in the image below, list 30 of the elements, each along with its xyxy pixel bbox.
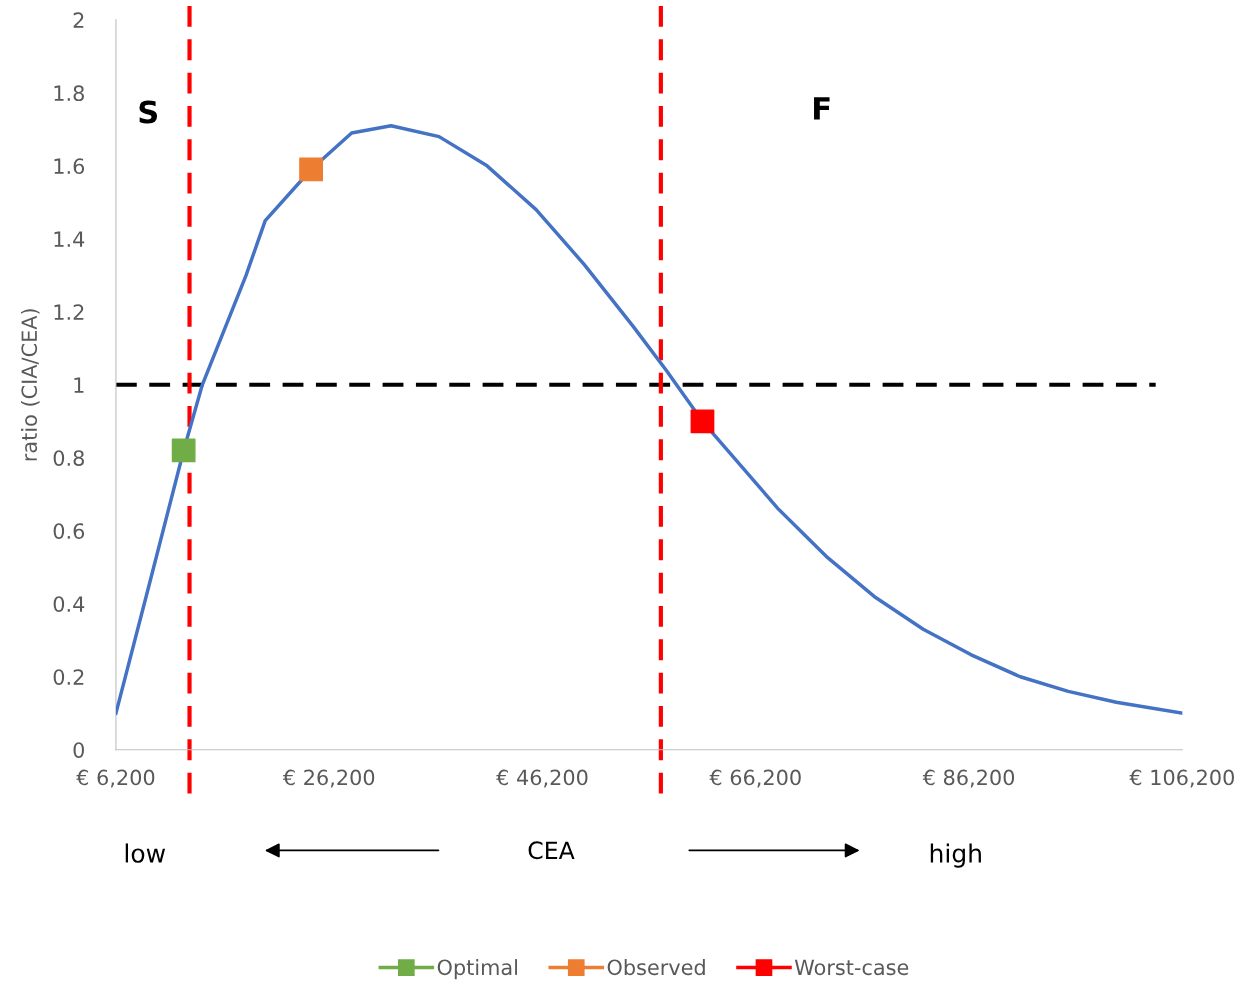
line-series bbox=[115, 123, 1183, 715]
x-axis-title: CEA bbox=[528, 841, 575, 860]
y-tick-label: 1.4 bbox=[54, 231, 85, 247]
annotation: S bbox=[139, 100, 158, 124]
x-tick-label: € 6,200 bbox=[76, 769, 155, 788]
text: low bbox=[125, 843, 166, 863]
text: high bbox=[930, 843, 981, 868]
x-tick-label: € 46,200 bbox=[496, 769, 588, 788]
point bbox=[171, 438, 196, 463]
y-tick-label: 1.2 bbox=[54, 304, 84, 320]
y-tick-label: 0.8 bbox=[53, 450, 84, 466]
legend-label: Worst-case bbox=[794, 959, 909, 976]
y-tick-label: 0.4 bbox=[53, 596, 85, 612]
y-axis-title: ratio (CIA/CEA) bbox=[20, 309, 40, 461]
x-tick-label: € 66,200 bbox=[709, 769, 801, 788]
y-tick-label: 1.6 bbox=[54, 158, 85, 175]
y-tick-label: 0.2 bbox=[53, 669, 84, 685]
legend-label: Optimal bbox=[437, 959, 518, 980]
annotation: F bbox=[814, 97, 830, 120]
y-tick-label: 0.6 bbox=[53, 523, 85, 539]
x-tick-label: € 106,200 bbox=[1129, 769, 1234, 788]
y-tick-label: 1.8 bbox=[54, 85, 84, 102]
y-tick-label: 2 bbox=[73, 12, 84, 28]
point bbox=[690, 409, 715, 434]
x-tick-label: € 86,200 bbox=[922, 769, 1015, 788]
legend-label: Observed bbox=[607, 959, 705, 976]
y-tick-label: 0 bbox=[73, 742, 84, 758]
point bbox=[299, 157, 323, 182]
x-tick-label: € 26,200 bbox=[282, 769, 375, 788]
y-tick-label: 1 bbox=[74, 377, 84, 393]
